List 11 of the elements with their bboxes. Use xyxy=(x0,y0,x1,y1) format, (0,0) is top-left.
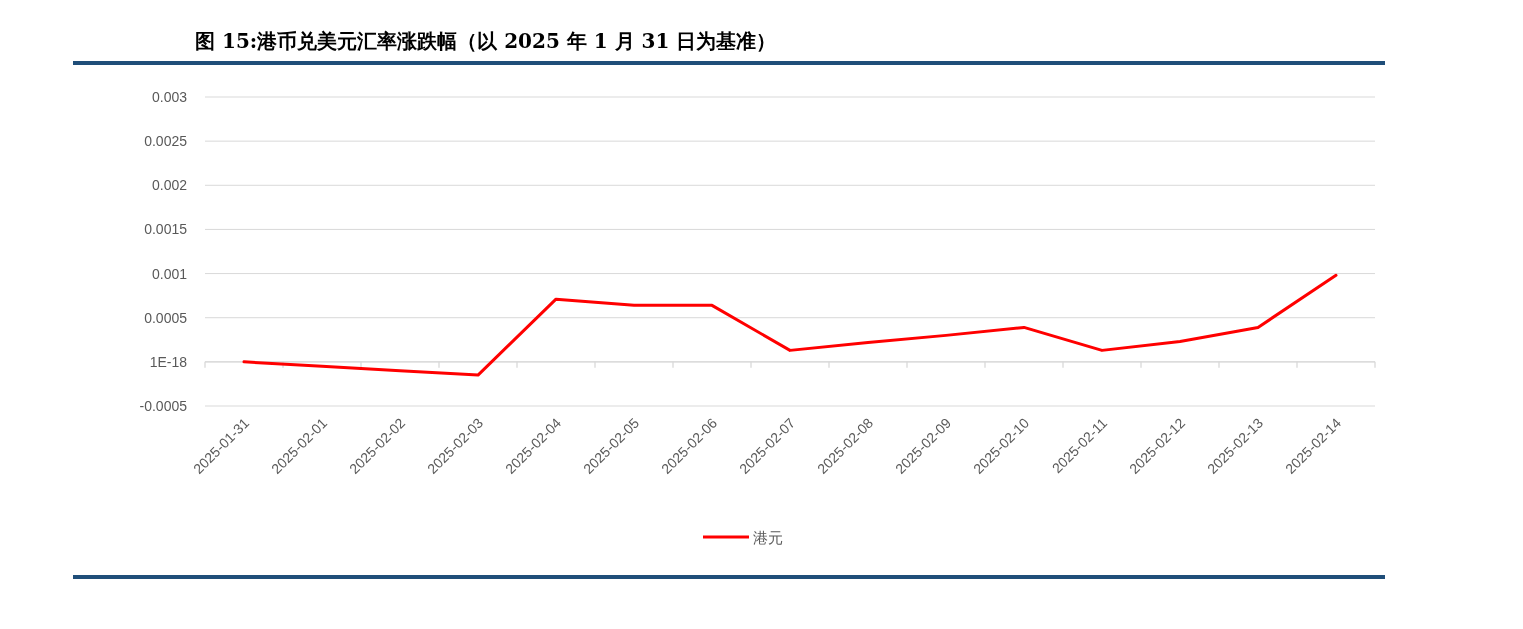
y-tick-label: 0.001 xyxy=(151,265,188,282)
legend-label: 港元 xyxy=(753,529,783,546)
y-tick-label: 0.0015 xyxy=(144,221,188,238)
y-tick-label: 0.0005 xyxy=(144,309,188,326)
y-tick-label: 0.003 xyxy=(151,89,188,105)
y-tick-label: 1E-18 xyxy=(149,353,188,370)
y-tick-label: 0.0025 xyxy=(144,133,188,150)
line-series xyxy=(242,273,1338,377)
y-tick-label: -0.0005 xyxy=(139,398,188,414)
y-tick-label: 0.002 xyxy=(151,177,188,194)
chart-title: 图 15:港币兑美元汇率涨跌幅（以 2025 年 1 月 31 日为基准） xyxy=(195,29,777,53)
